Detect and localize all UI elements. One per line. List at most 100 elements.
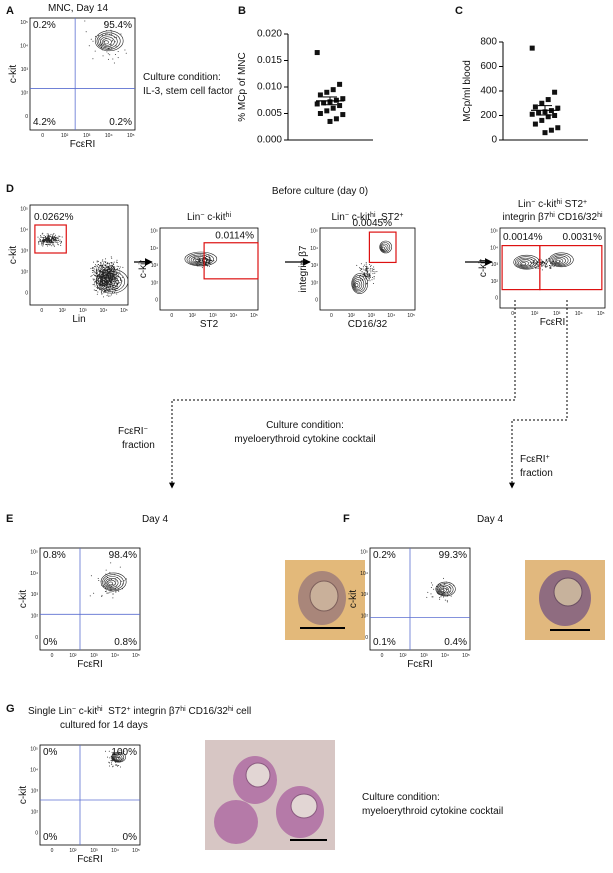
event-dot: [47, 233, 49, 235]
event-dot: [111, 263, 113, 265]
contour: [111, 753, 125, 762]
event-dot: [108, 592, 110, 594]
event-dot: [116, 265, 118, 267]
event-dot: [104, 281, 106, 283]
event-dot: [49, 244, 51, 246]
event-dot: [110, 271, 112, 273]
text-run: ST2: [562, 199, 584, 210]
data-point: [337, 103, 343, 109]
y-tick-label: 10²: [361, 614, 369, 620]
x-tick-label: 0: [41, 133, 44, 139]
plot-title: Lin− c-kithi ST2+: [331, 212, 403, 224]
event-dot: [535, 267, 537, 269]
event-dot: [102, 282, 104, 284]
event-dot: [51, 240, 53, 242]
y-axis-label: c-kit: [478, 259, 489, 278]
event-dot: [545, 266, 547, 268]
contour: [96, 32, 121, 50]
event-dot: [96, 265, 98, 267]
event-dot: [92, 270, 94, 272]
event-dot: [110, 760, 112, 762]
event-dot: [103, 292, 105, 294]
contour: [514, 256, 538, 269]
event-dot: [96, 281, 98, 283]
event-dot: [103, 296, 105, 298]
data-point: [529, 45, 535, 51]
gate-label: 0.0014%: [503, 232, 543, 243]
event-dot: [123, 580, 125, 582]
y-tick-label: 10⁵: [30, 746, 38, 752]
data-point: [337, 81, 343, 87]
quadrant-label: 0.1%: [373, 637, 396, 648]
event-dot: [430, 582, 432, 584]
event-dot: [531, 262, 533, 264]
y-tick-label: 10²: [31, 809, 39, 815]
event-dot: [108, 281, 110, 283]
event-dot: [114, 41, 116, 43]
text-run: +: [399, 212, 403, 219]
event-dot: [46, 241, 48, 243]
event-dot: [366, 265, 368, 267]
nucleus: [290, 793, 318, 819]
text-run: −: [345, 212, 349, 219]
event-dot: [110, 762, 112, 764]
contour: [100, 572, 127, 592]
x-tick-label: 10³: [209, 313, 217, 319]
text-run: cultured for 14 days: [60, 720, 148, 731]
event-dot: [115, 276, 117, 278]
event-dot: [94, 266, 96, 268]
x-tick-label: 0: [40, 308, 43, 314]
event-dot: [118, 757, 120, 759]
text-run: hi: [556, 199, 562, 206]
event-dot: [91, 269, 93, 271]
event-dot: [106, 284, 108, 286]
event-dot: [110, 276, 112, 278]
quadrant-label: 99.3%: [439, 550, 467, 561]
event-dot: [51, 245, 53, 247]
contour: [186, 253, 214, 266]
branch-label: fraction: [122, 440, 155, 451]
event-dot: [109, 281, 111, 283]
event-dot: [99, 284, 101, 286]
event-dot: [112, 277, 114, 279]
event-dot: [549, 267, 551, 269]
contour: [114, 757, 118, 760]
event-dot: [106, 266, 108, 268]
event-dot: [105, 264, 107, 266]
x-tick-label: 10⁵: [127, 133, 135, 139]
event-dot: [116, 272, 118, 274]
quadrant-label: 0%: [123, 832, 138, 843]
event-dot: [103, 284, 105, 286]
contour: [188, 254, 211, 265]
event-dot: [37, 236, 39, 238]
event-dot: [122, 276, 124, 278]
event-dot: [362, 272, 364, 274]
plot-frame: [369, 547, 471, 651]
event-dot: [57, 243, 59, 245]
event-dot: [115, 764, 117, 766]
event-dot: [99, 266, 101, 268]
event-dot: [48, 238, 50, 240]
event-dot: [48, 243, 50, 245]
event-dot: [97, 578, 99, 580]
event-dot: [103, 261, 105, 263]
event-dot: [92, 284, 94, 286]
event-dot: [365, 265, 367, 267]
contour: [352, 277, 365, 292]
y-tick-label: 0.010: [257, 82, 282, 93]
data-point: [555, 125, 561, 131]
event-dot: [363, 264, 365, 266]
event-dot: [43, 241, 45, 243]
event-dot: [49, 244, 51, 246]
contour: [516, 257, 535, 268]
contour: [108, 581, 113, 586]
x-tick-label: 10⁴: [575, 311, 583, 317]
event-dot: [58, 235, 60, 237]
event-dot: [59, 236, 61, 238]
event-dot: [549, 265, 551, 267]
data-point: [552, 113, 558, 118]
event-dot: [96, 260, 98, 262]
event-dot: [115, 591, 117, 593]
event-dot: [96, 293, 98, 295]
event-dot: [125, 578, 127, 580]
